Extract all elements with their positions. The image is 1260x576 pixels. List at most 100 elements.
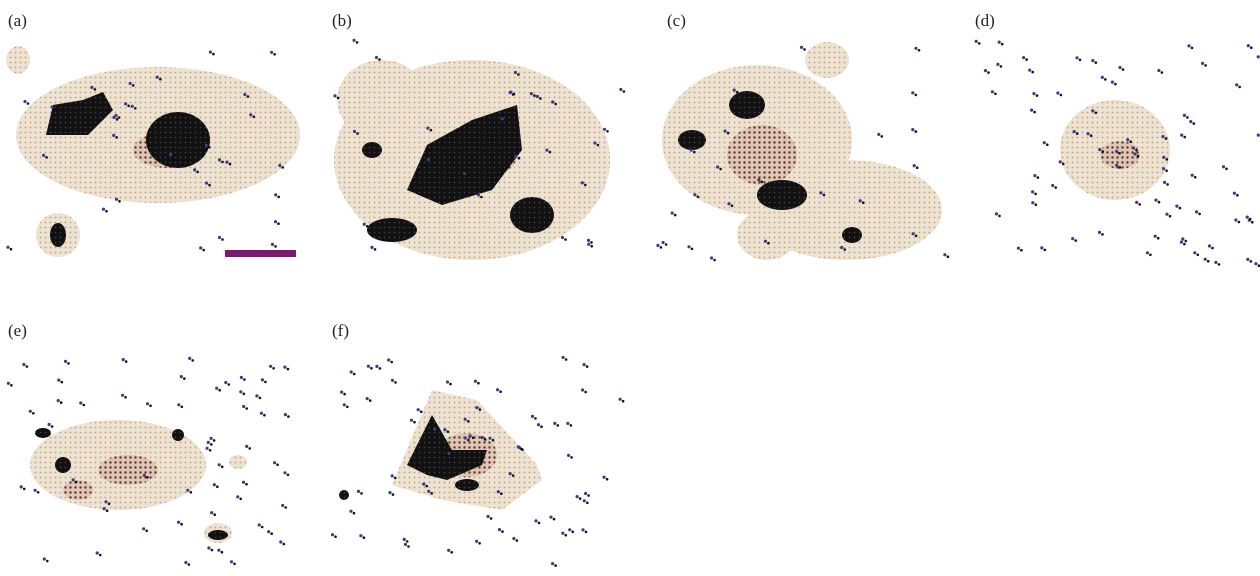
particle	[1180, 134, 1183, 137]
particle	[947, 255, 950, 258]
particle	[1204, 64, 1207, 67]
particle	[156, 76, 159, 79]
particle	[551, 562, 554, 565]
particle	[1059, 160, 1062, 163]
particle	[978, 42, 981, 45]
particle	[422, 483, 425, 486]
particle	[566, 422, 569, 425]
particle	[662, 241, 665, 244]
cell-cluster	[6, 46, 30, 74]
particle	[48, 423, 51, 426]
particle	[1254, 262, 1257, 265]
particle	[333, 94, 336, 97]
particle	[32, 412, 35, 415]
particle	[1214, 261, 1217, 264]
particle	[568, 528, 571, 531]
particle	[1185, 240, 1188, 243]
particle	[131, 105, 134, 108]
particle	[211, 549, 214, 552]
particle	[243, 378, 246, 381]
particle	[1158, 201, 1161, 204]
particle	[606, 130, 609, 133]
particle	[1233, 192, 1236, 195]
particle	[1119, 166, 1122, 169]
particle	[1166, 183, 1169, 186]
particle	[208, 146, 211, 149]
particle	[245, 445, 248, 448]
particle	[273, 461, 276, 464]
particle	[215, 387, 218, 390]
particle	[340, 391, 343, 394]
cluster-core	[63, 480, 93, 500]
dark-region	[842, 227, 862, 243]
particle	[1162, 167, 1165, 170]
particle	[554, 564, 557, 567]
particle	[733, 89, 736, 92]
particle	[343, 403, 346, 406]
particle	[390, 361, 393, 364]
particle	[1098, 231, 1101, 234]
particle	[273, 53, 276, 56]
particle	[622, 400, 625, 403]
particle	[995, 212, 998, 215]
particle	[287, 368, 290, 371]
particle	[1111, 81, 1114, 84]
particle	[224, 381, 227, 384]
particle	[199, 246, 202, 249]
particle	[271, 243, 274, 246]
particle	[447, 430, 450, 433]
particle	[1079, 59, 1082, 62]
particle	[261, 526, 264, 529]
particle	[994, 93, 997, 96]
particle	[212, 53, 215, 56]
particle	[536, 95, 539, 98]
particle	[417, 408, 420, 411]
panel-image	[656, 42, 949, 261]
particle	[10, 248, 13, 251]
particle	[404, 543, 407, 546]
particle	[584, 391, 587, 394]
particle	[693, 151, 696, 154]
particle	[209, 51, 212, 54]
particle	[202, 249, 205, 252]
particle	[539, 97, 542, 100]
particle	[430, 492, 433, 495]
particle	[561, 532, 564, 535]
particle	[391, 379, 394, 382]
particle	[656, 244, 659, 247]
particle	[1137, 155, 1140, 158]
particle	[403, 538, 406, 541]
particle	[392, 493, 395, 496]
particle	[1157, 69, 1160, 72]
particle	[674, 214, 677, 217]
particle	[1251, 221, 1254, 224]
particle	[1000, 65, 1003, 68]
particle	[593, 141, 596, 144]
particle	[205, 144, 208, 147]
particle	[915, 94, 918, 97]
particle	[570, 456, 573, 459]
particle	[121, 394, 124, 397]
particle	[619, 398, 622, 401]
particle	[1074, 239, 1077, 242]
particle	[239, 390, 242, 393]
particle	[263, 414, 266, 417]
particle	[277, 222, 280, 225]
particle	[1191, 174, 1194, 177]
particle	[587, 239, 590, 242]
particle	[370, 367, 373, 370]
particle	[360, 492, 363, 495]
particle	[213, 483, 216, 486]
particle	[334, 535, 337, 538]
particle	[112, 116, 115, 119]
particle	[356, 132, 359, 135]
particle	[881, 135, 884, 138]
particle	[1161, 135, 1164, 138]
particle	[1025, 58, 1028, 61]
particle	[530, 92, 533, 95]
particle	[124, 396, 127, 399]
particle	[72, 478, 75, 481]
particle	[260, 412, 263, 415]
particle	[1115, 150, 1118, 153]
particle	[420, 410, 423, 413]
